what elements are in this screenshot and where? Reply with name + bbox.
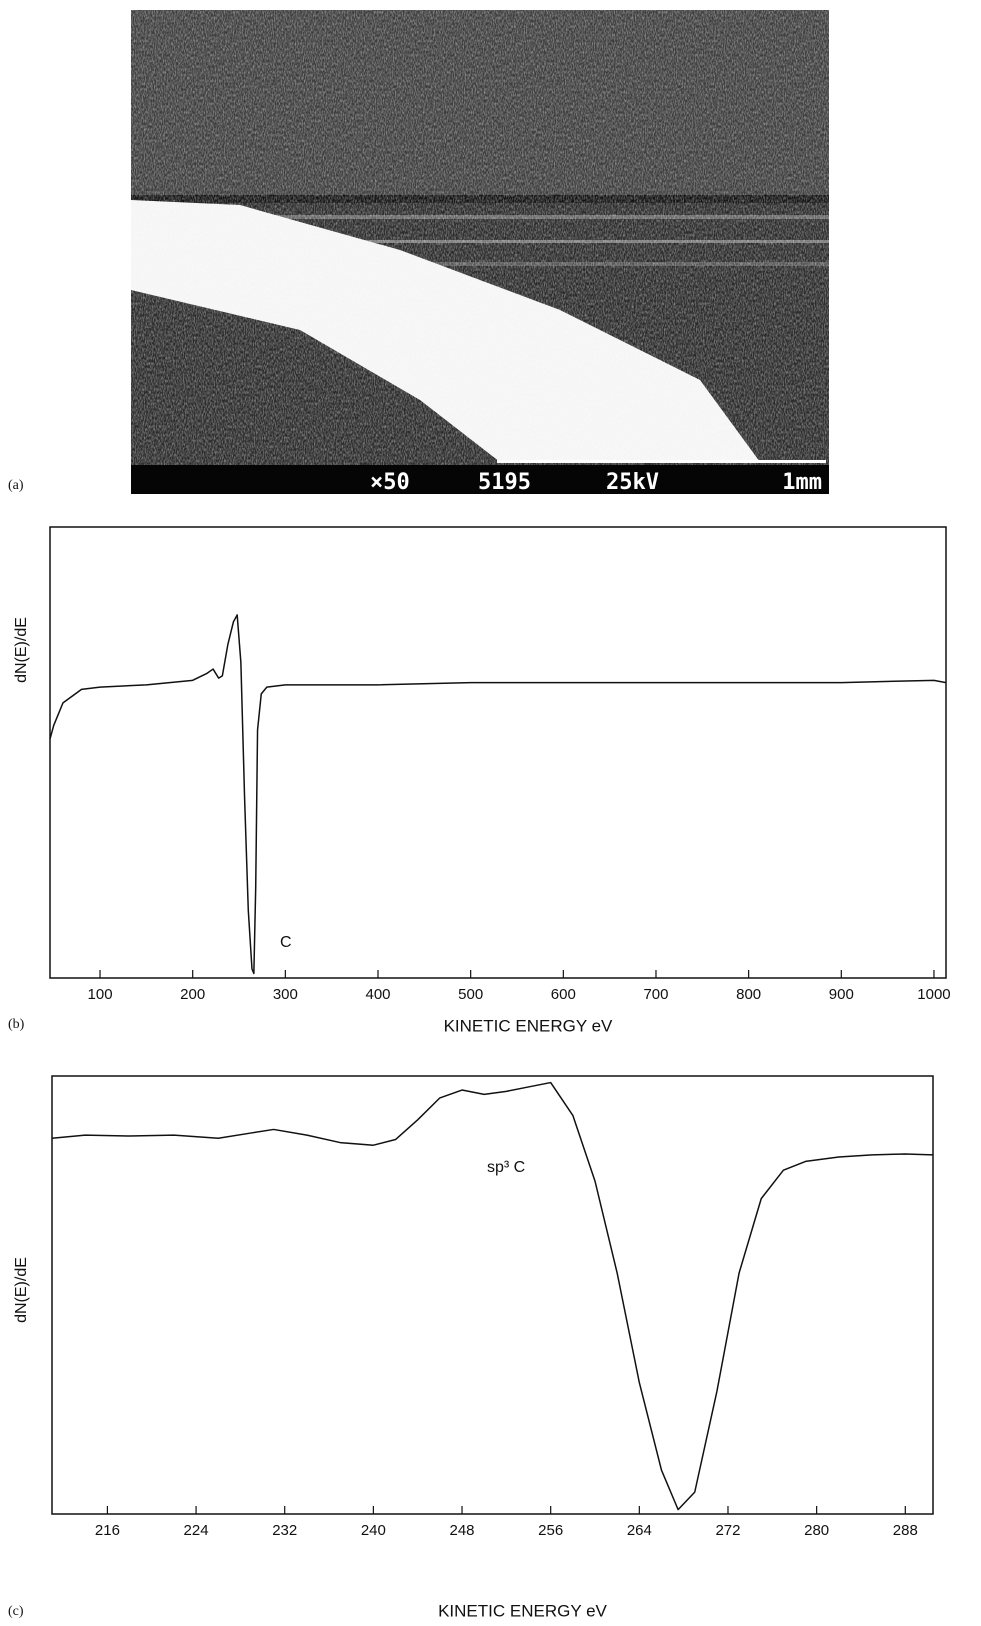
annotation: sp³ C — [487, 1159, 525, 1176]
y-axis-title: dN(E)/dE — [13, 617, 30, 683]
spectrum-line — [49, 614, 947, 975]
x-tick-label: 300 — [273, 986, 298, 1003]
x-tick-label: 216 — [95, 1522, 120, 1539]
voltage: 25kV — [606, 470, 659, 495]
magnification: ×50 — [370, 470, 410, 495]
x-tick-label: 200 — [180, 986, 205, 1003]
x-tick-label: 400 — [365, 986, 390, 1003]
annotation: C — [280, 934, 292, 951]
x-axis-title: KINETIC ENERGY eV — [444, 1016, 613, 1035]
x-tick-label: 800 — [736, 986, 761, 1003]
plot-frame — [49, 526, 947, 979]
x-tick-label: 224 — [184, 1522, 209, 1539]
scale-label: 1mm — [782, 470, 822, 495]
x-tick-label: 256 — [538, 1522, 563, 1539]
x-tick-label: 600 — [551, 986, 576, 1003]
image-number: 5195 — [478, 470, 531, 495]
x-tick-label: 900 — [829, 986, 854, 1003]
panel-label: (c) — [8, 1604, 24, 1619]
spectrum-line — [51, 1081, 934, 1511]
x-tick-label: 700 — [643, 986, 668, 1003]
x-tick-label: 280 — [804, 1522, 829, 1539]
micrograph — [131, 10, 829, 494]
x-tick-label: 1000 — [917, 986, 950, 1003]
panel-label: (b) — [8, 1017, 25, 1032]
x-tick-label: 288 — [893, 1522, 918, 1539]
x-tick-label: 248 — [450, 1522, 475, 1539]
x-tick-label: 240 — [361, 1522, 386, 1539]
x-tick-label: 500 — [458, 986, 483, 1003]
x-tick-label: 100 — [88, 986, 113, 1003]
x-tick-label: 232 — [272, 1522, 297, 1539]
x-tick-label: 272 — [715, 1522, 740, 1539]
panel-label: (a) — [8, 478, 24, 493]
x-tick-label: 264 — [627, 1522, 652, 1539]
x-axis-title: KINETIC ENERGY eV — [438, 1601, 607, 1620]
y-axis-title: dN(E)/dE — [13, 1257, 30, 1323]
plot-frame — [51, 1075, 934, 1515]
